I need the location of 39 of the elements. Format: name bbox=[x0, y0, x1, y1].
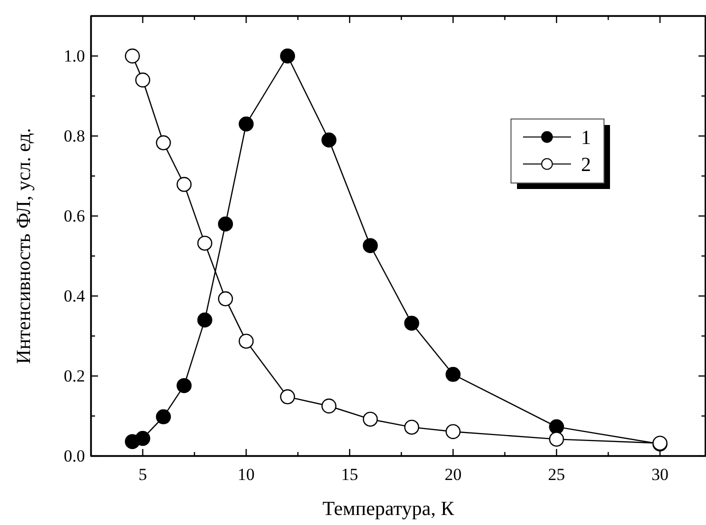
x-tick-label: 15 bbox=[341, 465, 358, 484]
x-tick-label: 5 bbox=[138, 465, 147, 484]
point bbox=[135, 72, 150, 88]
point bbox=[549, 419, 564, 434]
x-tick-label: 20 bbox=[444, 465, 462, 484]
point bbox=[321, 398, 336, 414]
x-tick-label: 10 bbox=[238, 465, 255, 484]
point bbox=[280, 389, 296, 404]
y-axis-title: Интенсивность ФЛ, усл. ед. bbox=[13, 128, 35, 364]
point bbox=[362, 238, 378, 254]
x-tick-label: 25 bbox=[548, 465, 566, 484]
x-tick-label: 30 bbox=[651, 465, 668, 484]
point bbox=[446, 366, 461, 382]
legend-label: 2 bbox=[581, 154, 591, 176]
point bbox=[404, 316, 420, 331]
point bbox=[218, 291, 233, 306]
y-tick-label: 0.0 bbox=[64, 446, 85, 466]
point bbox=[135, 430, 150, 446]
y-tick-label: 0.8 bbox=[64, 126, 85, 146]
y-tick-label: 0.6 bbox=[64, 206, 85, 226]
point bbox=[362, 412, 378, 427]
x-axis-title: Температура, К bbox=[322, 498, 455, 520]
legend-label: 1 bbox=[581, 127, 591, 149]
point bbox=[238, 116, 254, 132]
y-tick-label: 0.2 bbox=[64, 366, 85, 386]
point bbox=[176, 176, 192, 192]
point bbox=[321, 132, 336, 148]
y-tick-label: 1.0 bbox=[64, 46, 85, 66]
point bbox=[197, 236, 212, 251]
point bbox=[280, 48, 296, 64]
point bbox=[446, 424, 461, 440]
point bbox=[218, 216, 233, 232]
point bbox=[156, 135, 171, 150]
point bbox=[238, 334, 254, 349]
point bbox=[404, 420, 420, 435]
point bbox=[197, 312, 212, 328]
y-tick-label: 0.4 bbox=[64, 286, 86, 306]
point bbox=[176, 378, 192, 394]
point bbox=[156, 409, 171, 424]
